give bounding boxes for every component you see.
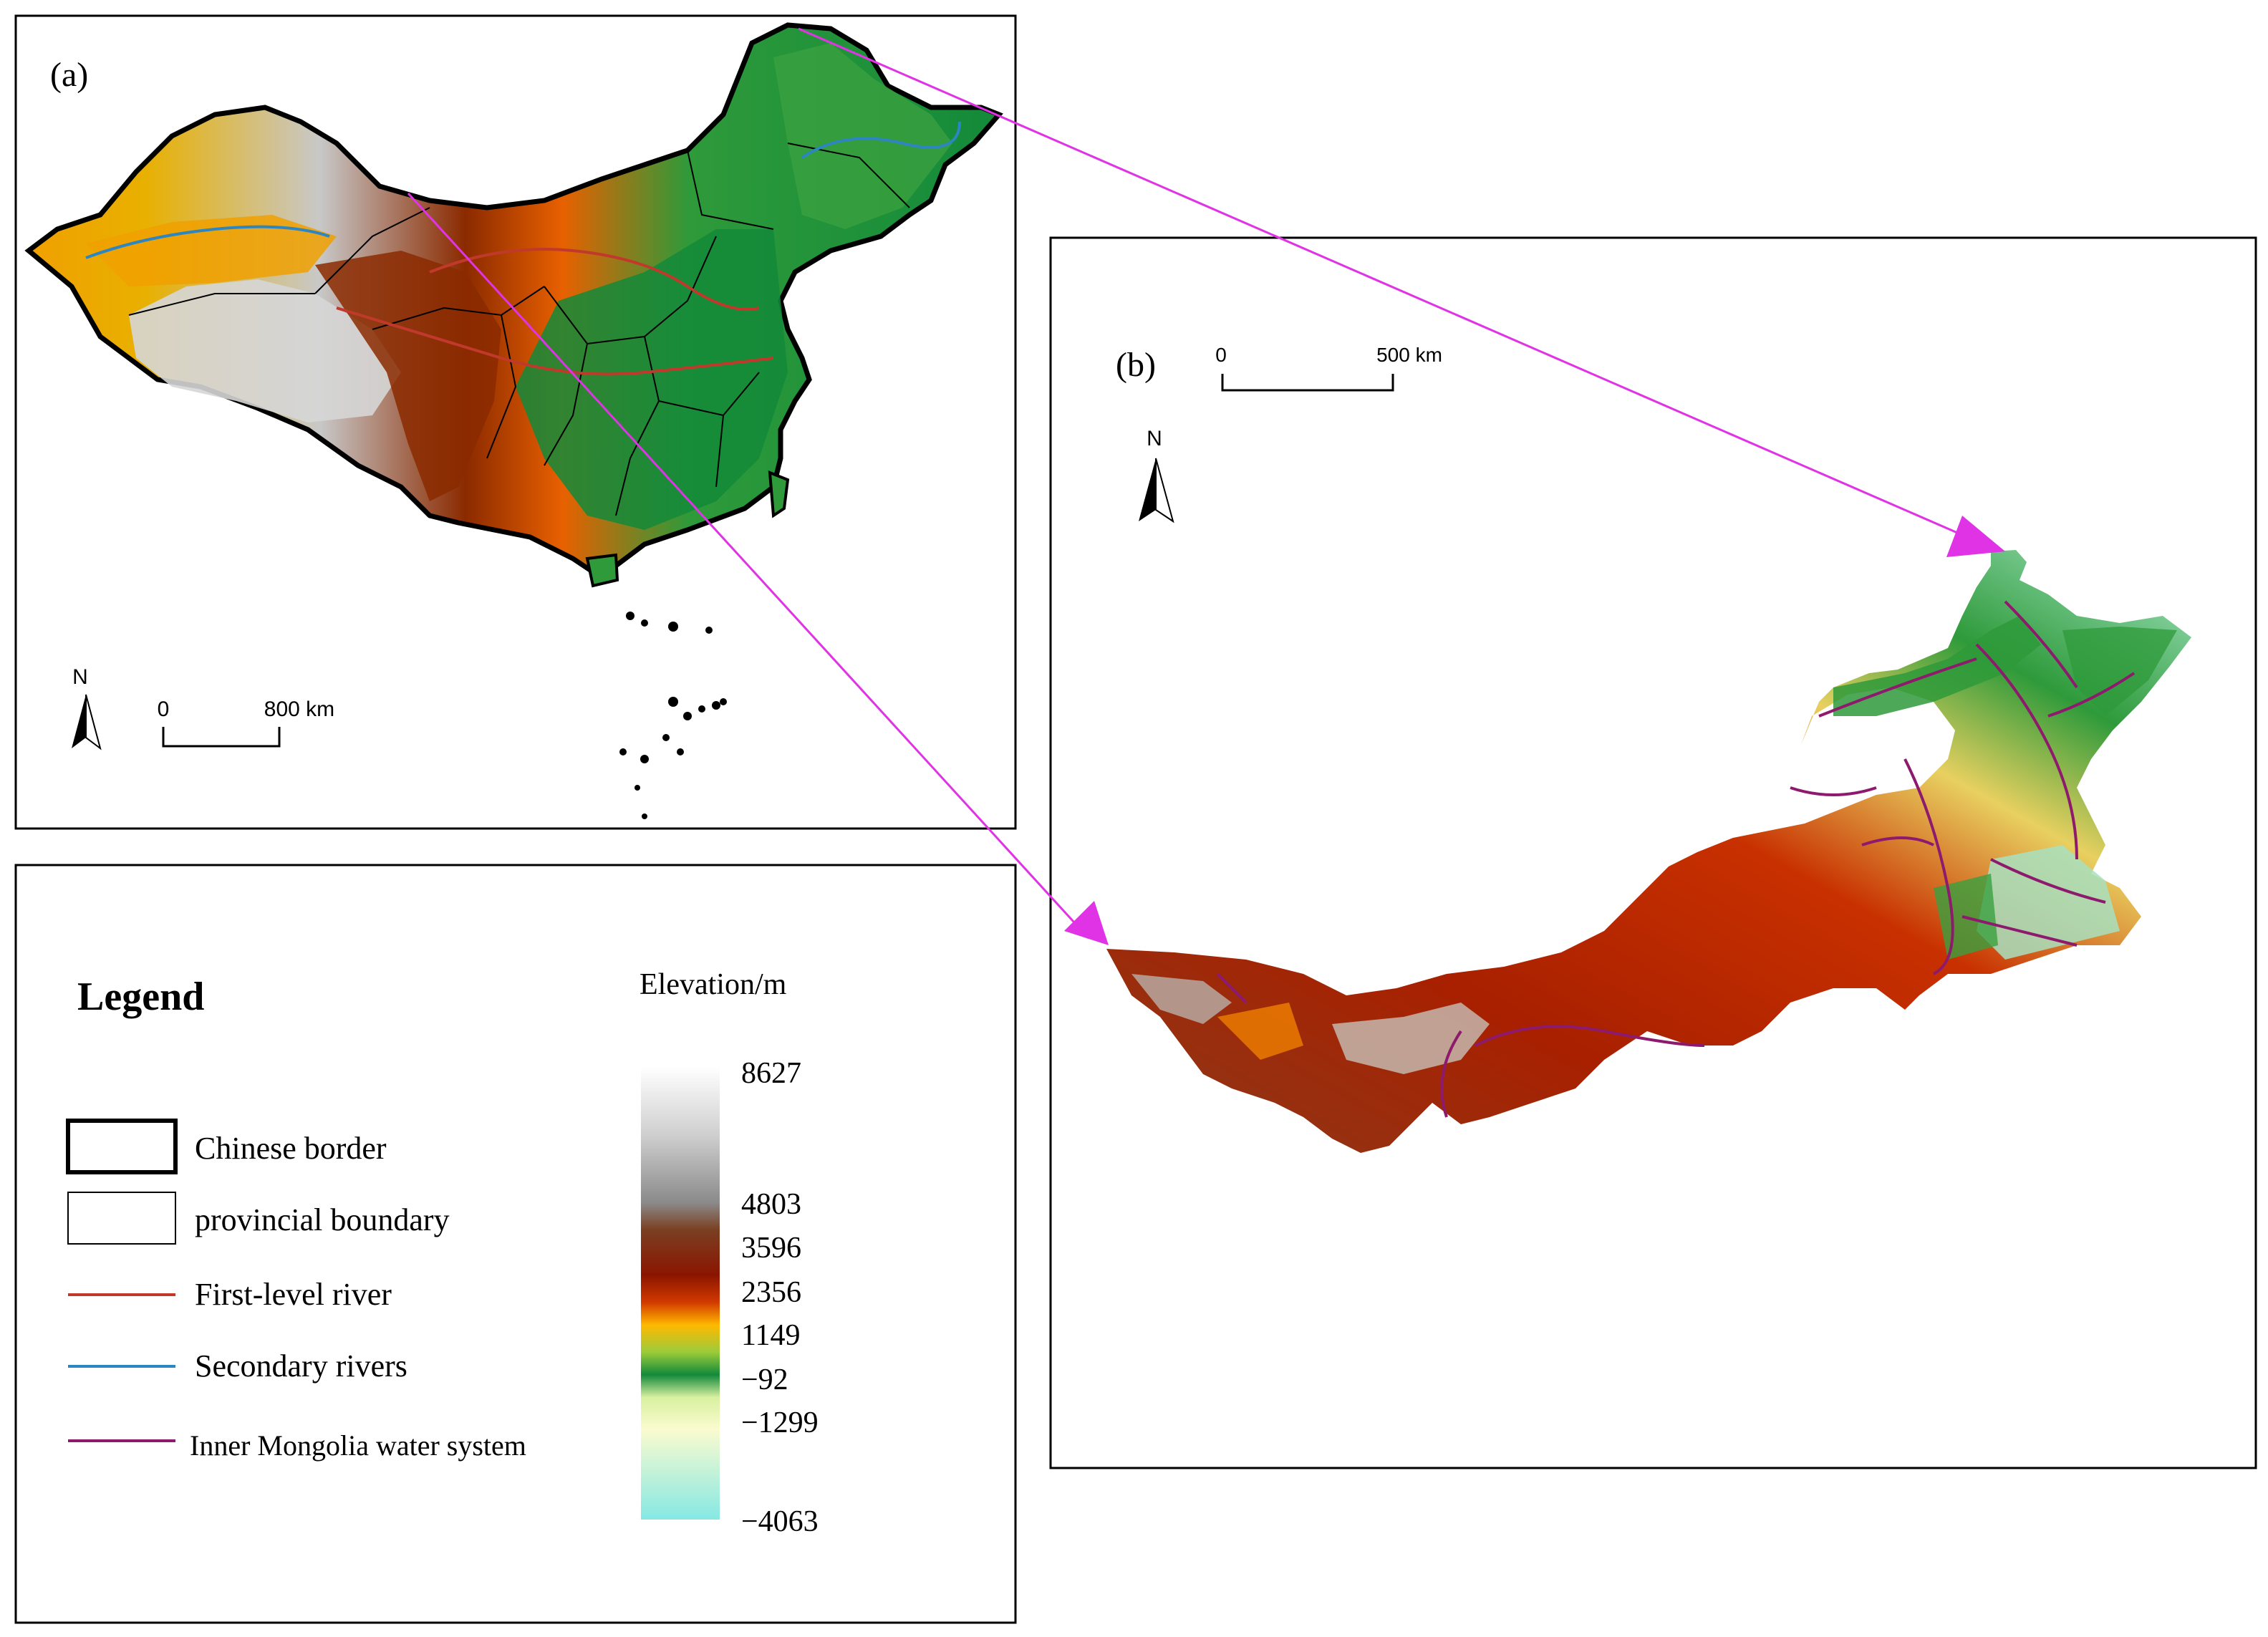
colorbar-title: Elevation/m <box>640 968 787 1001</box>
colorbar-tick: 4803 <box>741 1188 801 1221</box>
basin-region <box>86 215 337 286</box>
colorbar-tick: −1299 <box>741 1406 819 1439</box>
taiwan-island <box>768 470 790 518</box>
inner-mongolia-water-system <box>1216 600 2136 1118</box>
arrowhead-top <box>1946 516 2005 557</box>
legend-item-chinese-border: Chinese border <box>66 1119 387 1174</box>
svg-text:0: 0 <box>1215 344 1227 366</box>
colorbar-tick: 1149 <box>741 1319 800 1352</box>
provincial-boundaries <box>128 143 910 516</box>
legend-item-secondary-rivers: Secondary rivers <box>68 1348 407 1384</box>
first-level-river <box>336 306 774 376</box>
svg-text:800 km: 800 km <box>264 697 334 721</box>
highland-region <box>315 251 501 501</box>
svg-text:Chinese border: Chinese border <box>195 1131 387 1166</box>
north-arrow-b: N <box>1139 427 1174 523</box>
secondary-river <box>85 225 330 259</box>
colorbar-tick: 3596 <box>741 1232 801 1265</box>
svg-text:Inner Mongolia water system: Inner Mongolia water system <box>190 1429 526 1462</box>
highland-patch <box>1332 1003 1490 1074</box>
secondary-river <box>801 121 961 159</box>
northeast-green-patch <box>2062 627 2177 716</box>
scale-bar-b: 0 500 km <box>1215 344 1442 392</box>
panel-a-label: (a) <box>50 56 88 94</box>
svg-text:N: N <box>72 665 88 689</box>
colorbar-tick: 2356 <box>741 1276 801 1309</box>
highland-patch <box>1131 974 1232 1024</box>
svg-text:First-level river: First-level river <box>195 1277 392 1312</box>
legend-item-provincial-boundary: provincial boundary <box>67 1192 450 1245</box>
legend-title: Legend <box>77 975 204 1019</box>
arrowhead-bottom <box>1064 901 1109 945</box>
legend-frame <box>14 864 1017 1624</box>
svg-text:500 km: 500 km <box>1376 344 1442 366</box>
east-lowland-patch <box>1977 845 2120 960</box>
inner-mongolia-region <box>1106 550 2191 1153</box>
svg-text:N: N <box>1147 427 1162 450</box>
panel-b-label: (b) <box>1116 346 1156 384</box>
svg-text:provincial boundary: provincial boundary <box>195 1202 450 1237</box>
elevation-colorbar <box>641 1067 720 1520</box>
colorbar-ticks: 8627 4803 3596 2356 1149 −92 −1299 −4063 <box>741 1057 819 1538</box>
highland-patch <box>1217 1003 1303 1060</box>
scale-bar-a: 0 800 km <box>158 697 334 748</box>
connector-arrows <box>407 27 2005 945</box>
hainan-island <box>585 553 619 588</box>
northeast-region <box>773 43 952 229</box>
first-level-river <box>429 248 760 311</box>
south-sea-islands <box>619 612 727 819</box>
colorbar-tick: −92 <box>741 1363 788 1396</box>
colorbar-tick: −4063 <box>741 1505 819 1538</box>
inner-mongolia-map <box>1106 550 2191 1153</box>
colorbar-tick: 8627 <box>741 1057 801 1090</box>
legend-item-first-level-river: First-level river <box>68 1277 392 1312</box>
plateau-region <box>129 279 401 422</box>
legend-item-inner-mongolia-water: Inner Mongolia water system <box>68 1429 526 1462</box>
north-arrow-a: N <box>72 665 102 750</box>
svg-text:0: 0 <box>158 697 170 721</box>
china-map <box>24 22 1003 819</box>
svg-text:Secondary rivers: Secondary rivers <box>195 1348 407 1384</box>
